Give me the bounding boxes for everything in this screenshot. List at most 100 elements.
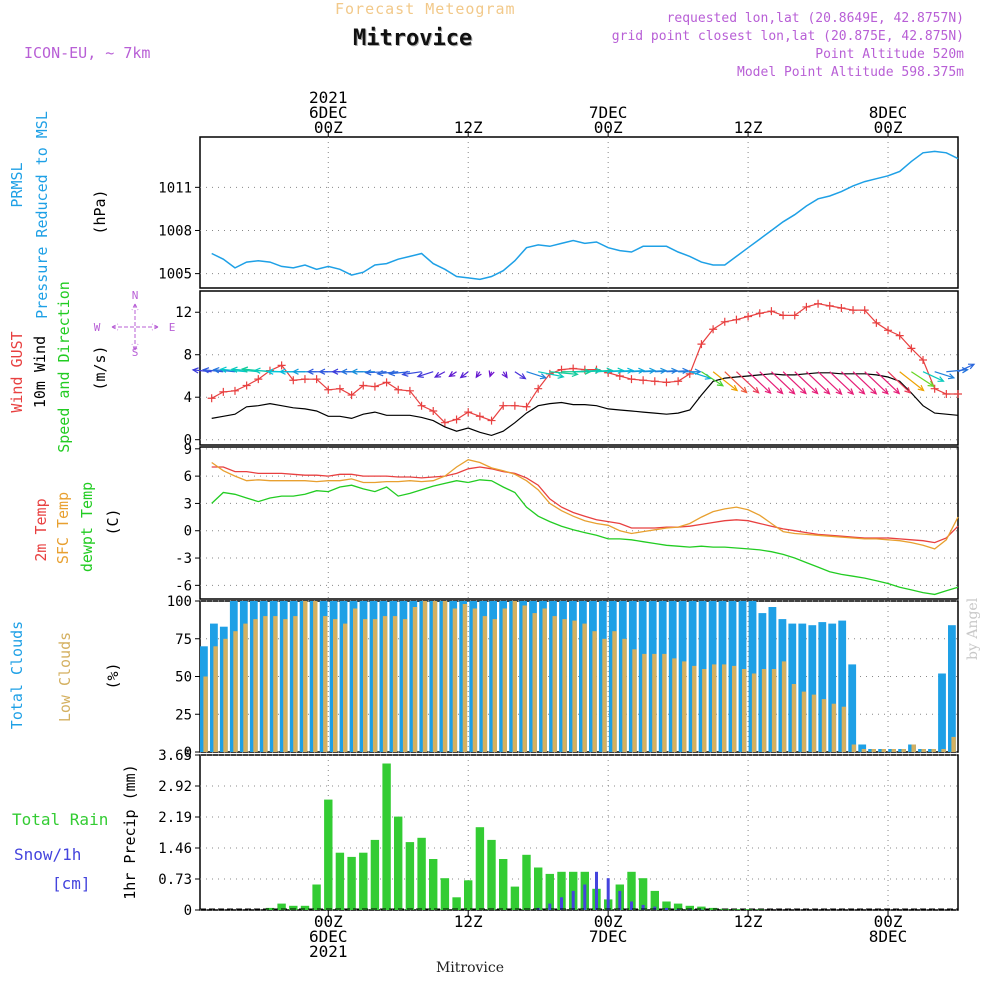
wind-arrow-head: [927, 380, 935, 388]
precip-label-snow: Snow/1h: [14, 845, 81, 864]
precip-label-snow-unit: [cm]: [52, 874, 91, 893]
point-altitude: Point Altitude 520m: [815, 47, 964, 62]
wind-arrow-shaft: [514, 371, 526, 380]
wind-arrow-head: [682, 367, 690, 375]
wind-arrow: [724, 371, 748, 394]
wind-arrow-head: [835, 388, 843, 396]
wind-speed-line: [211, 372, 959, 437]
gust-point: [907, 344, 916, 353]
wind-arrow-head: [488, 370, 495, 378]
snow-bar: [630, 901, 633, 910]
temp-label-sfc: SFC Temp: [54, 492, 72, 564]
rain-bar: [673, 903, 683, 910]
low-cloud-bar: [851, 744, 857, 752]
top-time-label: 00Z: [314, 118, 343, 137]
low-cloud-bar: [502, 608, 507, 752]
wind-arrow: [840, 371, 866, 395]
wind-arrow-head: [191, 367, 199, 374]
low-cloud-bar: [652, 653, 657, 752]
wind-arrow: [852, 371, 878, 395]
wind-arrow-head: [539, 373, 548, 380]
wind-arrow: [538, 371, 565, 379]
snow-bar: [688, 909, 692, 910]
low-cloud-bar: [672, 658, 677, 752]
rain-bar: [382, 763, 391, 910]
wind-arrow-head: [266, 368, 274, 375]
low-cloud-bar: [951, 736, 956, 752]
wind-arrow-head: [716, 380, 725, 387]
wind-arrow-head: [917, 384, 925, 392]
total-cloud-bar: [798, 623, 807, 752]
gust-point: [615, 371, 624, 380]
top-time-label: 00Z: [594, 118, 623, 137]
gust-point: [650, 377, 659, 386]
panel-precip: 0 0.73 1.46 2.19 2.92 3.65: [158, 748, 959, 919]
panel-pressure: 1005 1008 1011: [158, 136, 959, 289]
wind-arrow-shaft: [771, 371, 795, 395]
gust-point: [930, 384, 939, 393]
snow-bar: [548, 903, 552, 910]
wind-arrow-head: [401, 370, 409, 377]
rain-bar: [417, 837, 426, 910]
gust-point: [919, 356, 928, 365]
rain-bar: [394, 816, 403, 910]
top-time-label: 8DEC: [869, 103, 908, 122]
wind-arrow-head: [858, 387, 866, 395]
top-time-label: 00Z: [874, 118, 903, 137]
wind-arrow-head: [731, 384, 739, 392]
rain-bar: [265, 907, 275, 910]
rain-bar: [312, 884, 321, 910]
wind-arrow: [448, 370, 457, 378]
gust-point: [452, 415, 461, 424]
low-cloud-bar: [692, 665, 697, 752]
gust-point: [254, 375, 263, 384]
bottom-time-label: 6DEC: [309, 927, 348, 946]
wind-arrow: [782, 371, 807, 395]
panel-frame: [199, 290, 959, 446]
gust-point: [277, 361, 286, 370]
wind-arrow-head: [219, 366, 227, 373]
rain-bar: [534, 867, 543, 910]
wind-arrow-head: [811, 387, 819, 395]
gust-point: [849, 306, 858, 315]
wind-arrow: [829, 371, 855, 396]
wind-arrow: [794, 371, 819, 395]
bottom-time-label: 12Z: [454, 912, 483, 931]
wind-arrow: [922, 371, 945, 382]
gust-point: [942, 390, 951, 399]
gust-point: [837, 303, 846, 312]
low-cloud-bar: [941, 749, 946, 752]
wind-arrow-head: [340, 368, 348, 375]
gust-point: [895, 331, 904, 340]
wind-label-speed: 10m Wind: [31, 336, 49, 408]
snow-bar: [665, 907, 668, 910]
low-cloud-bar: [273, 616, 278, 752]
wind-arrow-head: [253, 367, 261, 374]
low-cloud-bar: [323, 616, 328, 752]
rain-bar: [440, 878, 450, 910]
cloud-label-unit: (%): [104, 662, 122, 689]
low-cloud-bar: [712, 664, 717, 752]
rain-bar: [335, 852, 345, 910]
wind-arrow-shaft: [526, 371, 546, 379]
wind-arrow-head: [240, 366, 249, 373]
rain-bar: [277, 903, 286, 910]
low-cloud-bar: [911, 744, 916, 752]
rain-bar: [697, 906, 706, 910]
y-tick-label: 3: [184, 496, 192, 512]
gust-point: [405, 386, 414, 395]
y-tick-label: 1008: [158, 223, 192, 239]
wind-arrow: [350, 368, 375, 375]
wind-arrow-shaft: [782, 371, 807, 394]
low-cloud-bar: [921, 749, 926, 752]
low-cloud-bar: [801, 691, 807, 752]
gust-point: [522, 402, 531, 411]
precip-label-axis: 1hr Precip (mm): [121, 764, 139, 899]
wind-arrow-shaft: [957, 363, 975, 373]
pressure-label-unit: (hPa): [91, 189, 109, 234]
wind-arrow-head: [961, 367, 969, 374]
total-cloud-bar: [848, 664, 857, 752]
wind-arrow: [191, 367, 212, 374]
wind-arrow-head: [740, 386, 748, 394]
gust-point: [324, 385, 333, 394]
